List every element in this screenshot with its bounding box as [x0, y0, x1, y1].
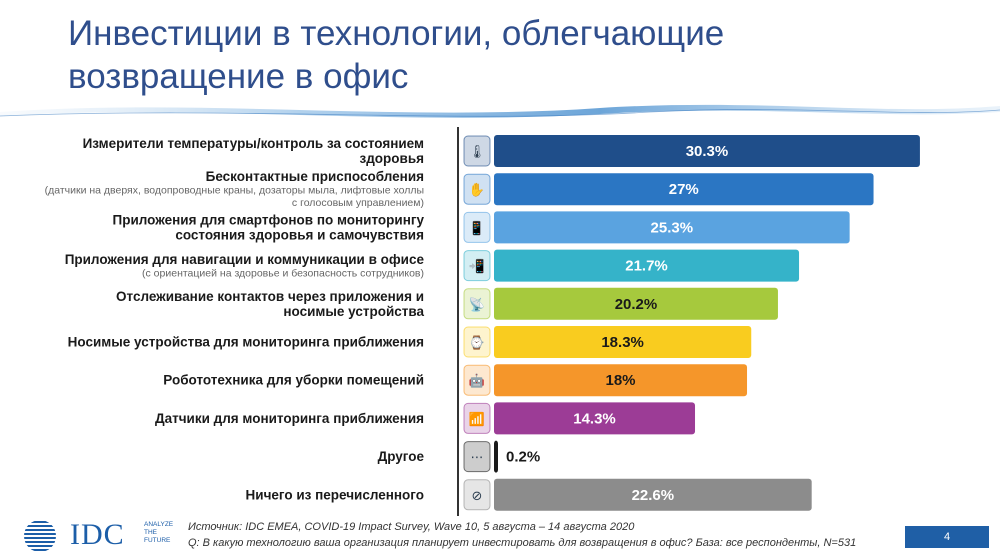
bar: [494, 173, 874, 206]
bar: [494, 440, 498, 473]
data-label: 18%: [605, 372, 635, 389]
category-label: Ничего из перечисленного: [246, 487, 424, 502]
category-sublabel: (датчики на дверях, водопроводные краны,…: [45, 185, 424, 197]
svg-text:🌡: 🌡: [469, 144, 486, 160]
category-label: Приложения для смартфонов по мониторингу: [113, 212, 425, 227]
bar-row: ⋯ 0.2% Другое: [378, 440, 540, 473]
smartphone-health-icon: 📱: [463, 211, 491, 243]
bar: [494, 478, 812, 511]
category-label: Отслеживание контактов через приложения …: [116, 289, 424, 304]
data-label: 27%: [669, 181, 699, 198]
cleaning-robot-icon: 🤖: [463, 364, 491, 396]
data-label: 20.2%: [615, 296, 658, 313]
phone-navigation-icon: 📲: [463, 250, 491, 282]
bar: [494, 402, 696, 435]
tagline-line: ANALYZE: [144, 521, 174, 528]
bar-row: 📡 20.2% Отслеживание контактов через прило…: [116, 287, 778, 320]
svg-text:⋯: ⋯: [471, 451, 484, 466]
bar: [494, 287, 778, 320]
category-label: здоровья: [360, 151, 425, 166]
none-prohibited-icon: ⊘: [463, 479, 491, 511]
category-sublabel: с голосовым управлением): [292, 197, 424, 209]
bar: [494, 135, 920, 167]
bar: [494, 326, 752, 358]
data-label: 0.2%: [506, 449, 540, 466]
bar-row: ⌚ 18.3% Носимые устройства для мониторинга…: [68, 326, 752, 358]
bar: [494, 211, 850, 244]
bar: [494, 364, 748, 397]
svg-text:✋: ✋: [469, 182, 485, 198]
bar-row: 🤖 18% Робототехника для уборки помещений: [163, 364, 748, 397]
idc-globe-icon: [24, 521, 56, 551]
svg-text:⌚: ⌚: [469, 335, 485, 351]
category-sublabel: (с ориентацией на здоровье и безопасност…: [142, 267, 424, 279]
bar-row: 🌡 30.3% Измерители температуры/контроль за…: [83, 135, 920, 167]
category-label: носимые устройства: [283, 304, 424, 319]
category-label: Приложения для навигации и коммуникации …: [65, 252, 425, 267]
data-label: 22.6%: [632, 487, 675, 504]
source-line: Источник: IDC EMEA, COVID-19 Impact Surv…: [188, 521, 635, 533]
svg-text:⊘: ⊘: [472, 489, 483, 504]
tagline-line: THE: [144, 529, 157, 536]
data-label: 21.7%: [625, 258, 668, 275]
page-number: 4: [905, 526, 989, 548]
bar: [494, 249, 800, 282]
page-title: Инвестиции в технологии, облегчающие воз…: [68, 14, 725, 96]
document-other-icon: ⋯: [463, 441, 491, 473]
bar-row: 📲 21.7% Приложения для навигации и коммуни…: [65, 249, 800, 282]
logo-wordmark: IDC: [70, 518, 125, 551]
data-label: 14.3%: [573, 410, 616, 427]
proximity-wearable-icon: ⌚: [463, 326, 491, 358]
proximity-sensor-icon: 📶: [463, 402, 491, 434]
category-label: Бесконтактные приспособления: [206, 169, 424, 184]
idc-logo: [14, 518, 184, 554]
data-label: 30.3%: [686, 143, 729, 160]
svg-text:📱: 📱: [469, 220, 485, 236]
svg-text:🤖: 🤖: [469, 373, 485, 389]
data-label: 18.3%: [601, 334, 644, 351]
logo-tagline: ANALYZE THE FUTURE: [144, 521, 174, 545]
category-label: Измерители температуры/контроль за состо…: [83, 136, 424, 151]
category-label: Носимые устройства для мониторинга прибл…: [68, 335, 424, 350]
category-label: состояния здоровья и самочувствия: [175, 227, 424, 242]
category-label: Датчики для мониторинга приближения: [155, 411, 424, 426]
svg-text:📲: 📲: [469, 259, 485, 275]
question-line: Q: В какую технологию ваша организация п…: [188, 537, 857, 549]
svg-text:📡: 📡: [469, 296, 485, 313]
source-note: Источник: IDC EMEA, COVID-19 Impact Surv…: [188, 519, 856, 551]
category-label: Робототехника для уборки помещений: [163, 373, 424, 388]
bar-row: 📶 14.3% Датчики для мониторинга приближени…: [155, 402, 696, 435]
thermometer-icon: 🌡: [463, 135, 491, 167]
svg-text:📶: 📶: [469, 411, 485, 427]
tagline-line: FUTURE: [144, 537, 171, 544]
contact-tracing-icon: 📡: [463, 288, 491, 320]
category-label: Другое: [378, 449, 425, 464]
touchless-hand-icon: ✋: [463, 173, 491, 205]
decorative-wave: [0, 104, 1000, 118]
bar-row: ✋ 27% Бесконтактные приспособления(датчики…: [45, 169, 874, 209]
bar-row: 📱 25.3% Приложения для смартфонов по монит…: [113, 211, 850, 244]
data-label: 25.3%: [651, 219, 694, 236]
bar-row: ⊘ 22.6% Ничего из перечисленного: [246, 478, 812, 511]
